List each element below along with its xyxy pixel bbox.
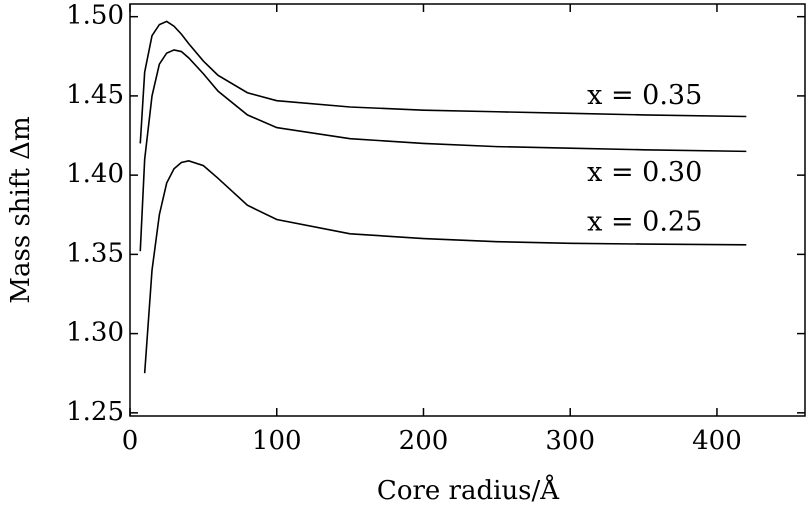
plot-frame	[129, 3, 806, 417]
y-tick-label: 1.40	[66, 159, 124, 189]
x-tick-label: 0	[122, 426, 139, 456]
y-tick-label: 1.45	[66, 80, 124, 110]
x-tick-label: 200	[399, 426, 449, 456]
y-axis-label: Mass shift Δm	[6, 116, 36, 303]
series-label: x = 0.25	[587, 206, 702, 237]
x-axis-label: Core radius/Å	[377, 474, 560, 506]
y-tick-label: 1.50	[66, 1, 124, 31]
series-line	[139, 49, 747, 252]
x-tick-label: 400	[692, 426, 742, 456]
series-label: x = 0.30	[587, 157, 702, 188]
series-line	[139, 20, 747, 144]
series-label: x = 0.35	[587, 80, 702, 111]
y-tick-label: 1.25	[66, 397, 124, 427]
y-tick-label: 1.30	[66, 318, 124, 348]
x-tick-label: 100	[252, 426, 302, 456]
y-tick-label: 1.35	[66, 238, 124, 268]
series-line	[143, 160, 747, 374]
x-tick-label: 300	[545, 426, 595, 456]
